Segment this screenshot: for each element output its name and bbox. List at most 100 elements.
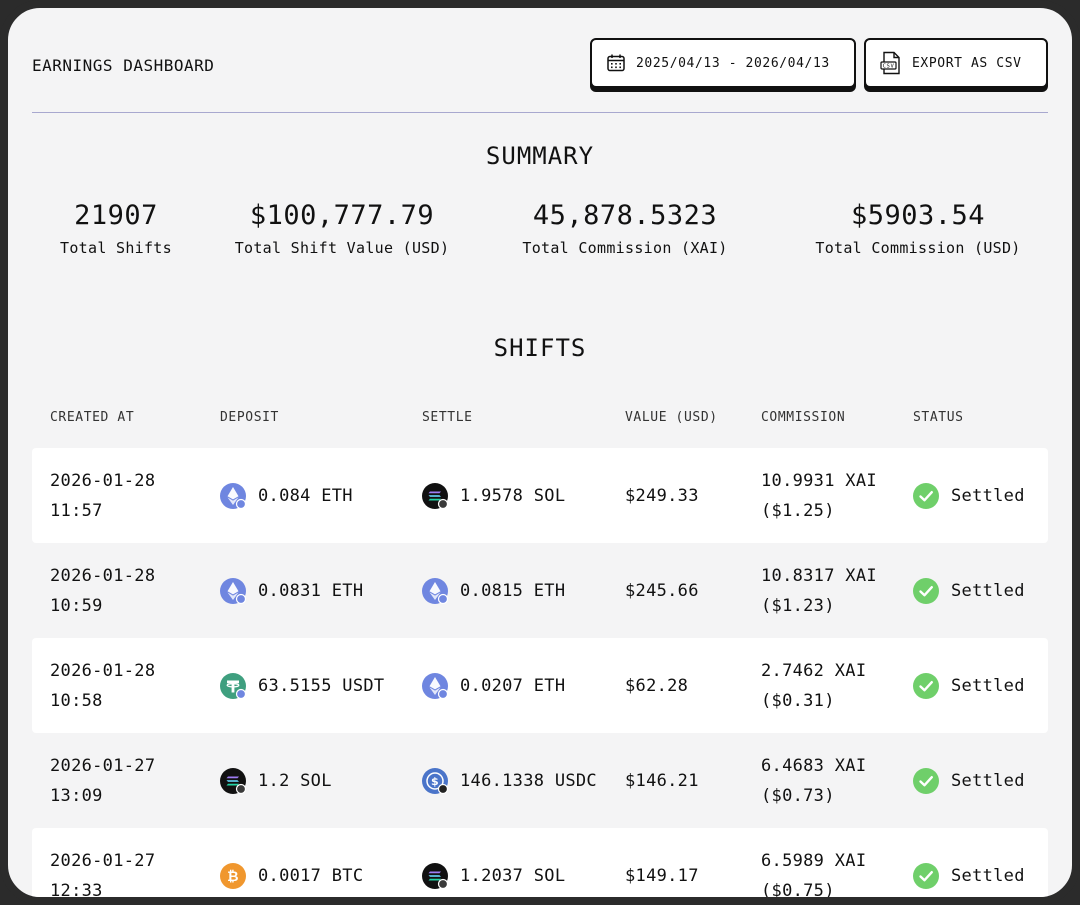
dashboard: EARNINGS DASHBOARD 2025/04/13 - 2026/04/… xyxy=(8,8,1072,897)
check-circle-icon xyxy=(913,672,939,699)
column-header-created-at[interactable]: CREATED AT xyxy=(50,410,135,425)
created-time: 13:09 xyxy=(50,785,103,806)
table-row[interactable]: 2026-01-28 10:58 63.5155 USDT 0.0207 ETH… xyxy=(32,638,1048,733)
status-cell: Settled xyxy=(913,638,1043,733)
status-text: Settled xyxy=(951,485,1025,506)
table-row[interactable]: 2026-01-27 13:09 1.2 SOL $ 146.1338 USDC… xyxy=(32,733,1048,828)
created-date: 2026-01-27 xyxy=(50,755,156,776)
deposit-cell: 1.2 SOL xyxy=(220,733,420,828)
stat-total-commission-xai: 45,878.5323 Total Commission (XAI) xyxy=(498,200,752,257)
table-row[interactable]: 2026-01-28 10:59 0.0831 ETH 0.0815 ETH $… xyxy=(32,543,1048,638)
commission-xai: 6.5989 XAI xyxy=(761,850,867,871)
column-header-value[interactable]: VALUE (USD) xyxy=(625,410,718,425)
value-usd: $146.21 xyxy=(625,770,699,791)
check-circle-icon xyxy=(913,482,939,509)
check-circle-icon xyxy=(913,577,939,604)
stat-value: $100,777.79 xyxy=(249,200,435,231)
stat-total-shifts: 21907 Total Shifts xyxy=(46,200,186,257)
created-date: 2026-01-27 xyxy=(50,850,156,871)
page-title: EARNINGS DASHBOARD xyxy=(32,56,215,75)
column-header-status[interactable]: STATUS xyxy=(913,410,964,425)
created-date: 2026-01-28 xyxy=(50,660,156,681)
status-cell: Settled xyxy=(913,448,1043,543)
created-at-cell: 2026-01-28 10:59 xyxy=(50,543,210,638)
status-cell: Settled xyxy=(913,543,1043,638)
value-cell: $62.28 xyxy=(625,638,755,733)
stat-total-shift-value: $100,777.79 Total Shift Value (USD) xyxy=(222,200,462,257)
created-at-cell: 2026-01-27 12:33 xyxy=(50,828,210,901)
header: EARNINGS DASHBOARD 2025/04/13 - 2026/04/… xyxy=(32,38,1048,114)
created-at-cell: 2026-01-28 11:57 xyxy=(50,448,210,543)
status-text: Settled xyxy=(951,865,1025,886)
created-time: 12:33 xyxy=(50,880,103,901)
eth-icon xyxy=(422,672,449,699)
created-time: 10:58 xyxy=(50,690,103,711)
column-header-commission[interactable]: COMMISSION xyxy=(761,410,846,425)
settle-cell: 1.9578 SOL xyxy=(422,448,622,543)
commission-usd: ($0.73) xyxy=(761,785,835,806)
commission-usd: ($1.25) xyxy=(761,500,835,521)
settle-cell: 0.0207 ETH xyxy=(422,638,622,733)
value-cell: $249.33 xyxy=(625,448,755,543)
stat-total-commission-usd: $5903.54 Total Commission (USD) xyxy=(792,200,1044,257)
commission-usd: ($1.23) xyxy=(761,595,835,616)
stat-value: 21907 xyxy=(74,200,158,231)
usdt-icon xyxy=(220,672,247,699)
date-range-button[interactable]: 2025/04/13 - 2026/04/13 xyxy=(590,38,856,88)
deposit-amount: 0.0831 ETH xyxy=(258,580,364,601)
calendar-icon xyxy=(607,54,625,72)
commission-xai: 2.7462 XAI xyxy=(761,660,867,681)
check-circle-icon xyxy=(913,767,939,794)
value-usd: $245.66 xyxy=(625,580,699,601)
commission-cell: 10.8317 XAI ($1.23) xyxy=(761,543,911,638)
commission-cell: 6.5989 XAI ($0.75) xyxy=(761,828,911,901)
value-cell: $245.66 xyxy=(625,543,755,638)
value-usd: $149.17 xyxy=(625,865,699,886)
shifts-title: SHIFTS xyxy=(493,334,587,362)
value-usd: $62.28 xyxy=(625,675,689,696)
stat-value: $5903.54 xyxy=(850,200,986,231)
table-header: CREATED AT DEPOSIT SETTLE VALUE (USD) CO… xyxy=(32,410,1048,430)
table-row[interactable]: 2026-01-27 12:33 ₿ 0.0017 BTC 1.2037 SOL… xyxy=(32,828,1048,901)
status-text: Settled xyxy=(951,580,1025,601)
status-cell: Settled xyxy=(913,733,1043,828)
column-header-deposit[interactable]: DEPOSIT xyxy=(220,410,279,425)
deposit-cell: 63.5155 USDT xyxy=(220,638,420,733)
stat-label: Total Commission (XAI) xyxy=(522,239,728,257)
btc-icon: ₿ xyxy=(220,862,246,889)
check-circle-icon xyxy=(913,862,939,889)
table-row[interactable]: 2026-01-28 11:57 0.084 ETH 1.9578 SOL $2… xyxy=(32,448,1048,543)
deposit-cell: 0.0831 ETH xyxy=(220,543,420,638)
deposit-amount: 0.084 ETH xyxy=(258,485,353,506)
export-label: EXPORT AS CSV xyxy=(912,55,1022,71)
summary-stats: 21907 Total Shifts $100,777.79 Total Shi… xyxy=(32,200,1048,270)
commission-usd: ($0.75) xyxy=(761,880,835,901)
sol-icon xyxy=(422,862,449,889)
column-header-settle[interactable]: SETTLE xyxy=(422,410,473,425)
created-time: 11:57 xyxy=(50,500,103,521)
svg-text:₿: ₿ xyxy=(227,869,239,885)
commission-xai: 10.9931 XAI xyxy=(761,470,877,491)
created-time: 10:59 xyxy=(50,595,103,616)
settle-amount: 146.1338 USDC xyxy=(460,770,597,791)
commission-xai: 10.8317 XAI xyxy=(761,565,877,586)
commission-usd: ($0.31) xyxy=(761,690,835,711)
settle-amount: 1.2037 SOL xyxy=(460,865,566,886)
commission-cell: 2.7462 XAI ($0.31) xyxy=(761,638,911,733)
export-csv-button[interactable]: CSV EXPORT AS CSV xyxy=(864,38,1048,88)
created-date: 2026-01-28 xyxy=(50,470,156,491)
settle-amount: 0.0207 ETH xyxy=(460,675,566,696)
eth-icon xyxy=(220,482,247,509)
settle-cell: 1.2037 SOL xyxy=(422,828,622,897)
settle-amount: 0.0815 ETH xyxy=(460,580,566,601)
created-at-cell: 2026-01-28 10:58 xyxy=(50,638,210,733)
settle-cell: 0.0815 ETH xyxy=(422,543,622,638)
status-text: Settled xyxy=(951,675,1025,696)
usdc-icon: $ xyxy=(422,767,449,794)
commission-cell: 10.9931 XAI ($1.25) xyxy=(761,448,911,543)
deposit-amount: 63.5155 USDT xyxy=(258,675,385,696)
sol-icon xyxy=(422,482,449,509)
deposit-cell: 0.084 ETH xyxy=(220,448,420,543)
eth-icon xyxy=(422,577,449,604)
